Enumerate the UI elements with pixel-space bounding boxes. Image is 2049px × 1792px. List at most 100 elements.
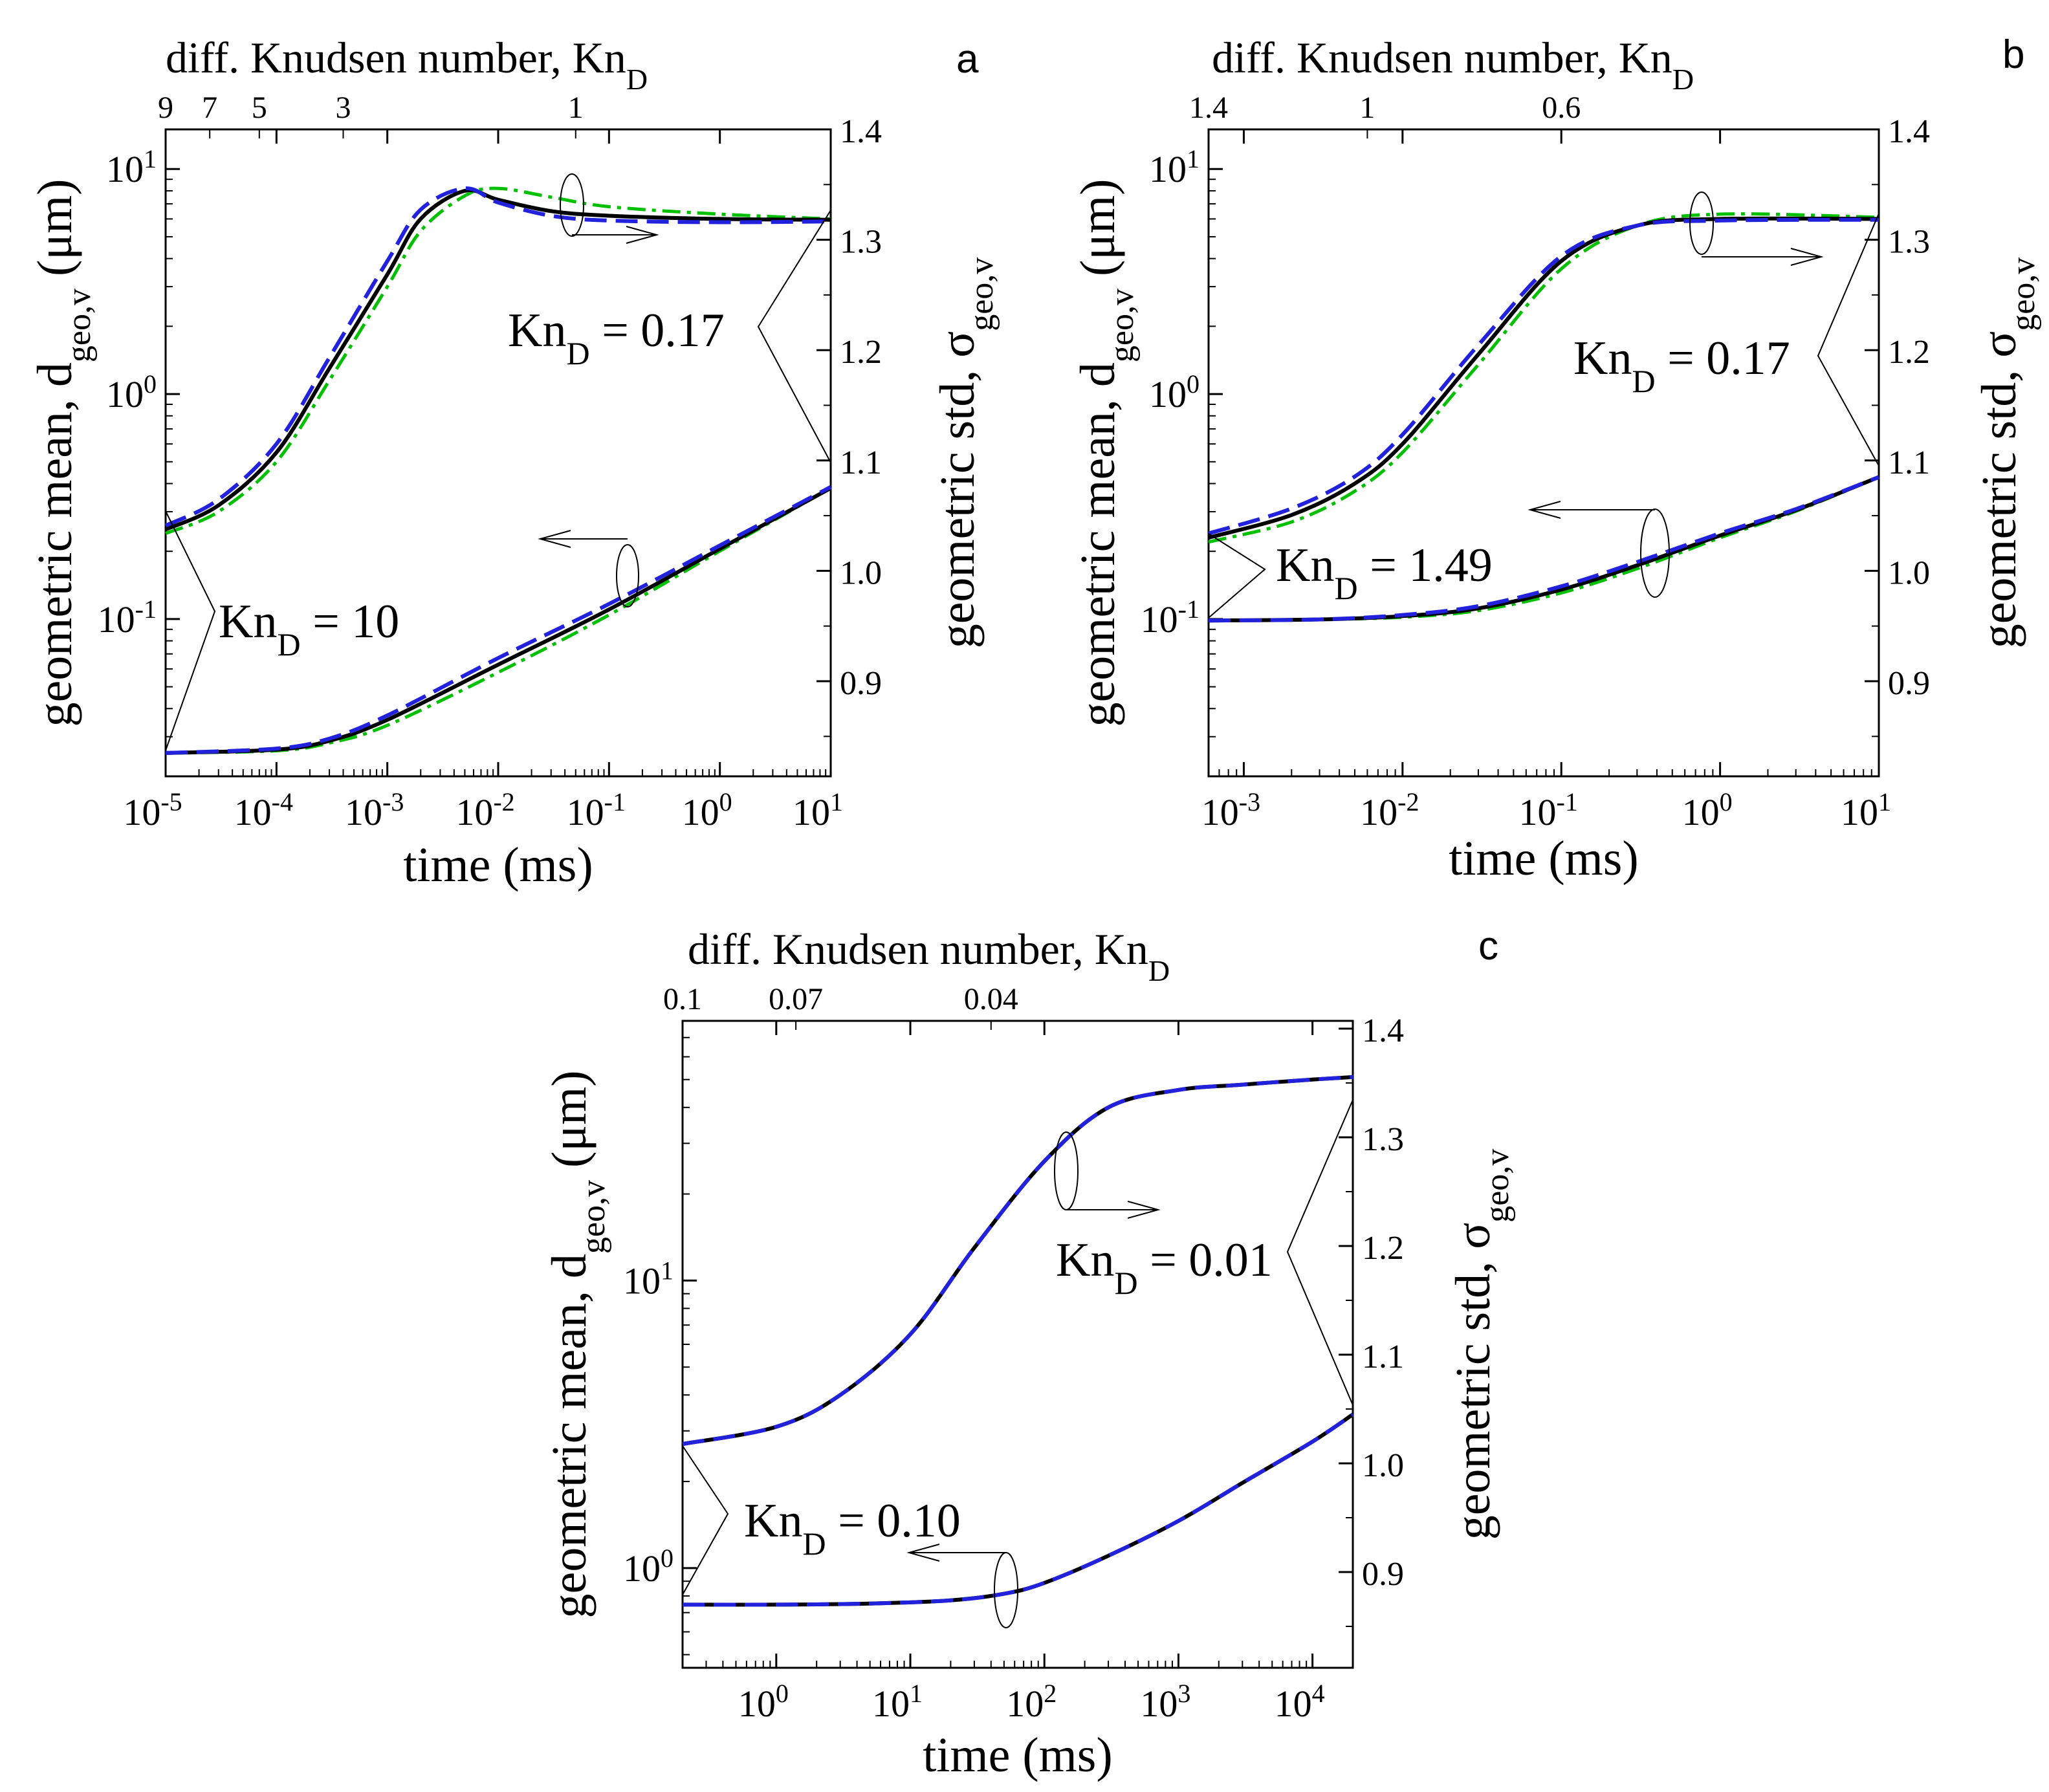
panel-a-pointer-upper — [757, 210, 831, 463]
panel-b-ellipse-lower — [1640, 508, 1670, 598]
panel-b-x-ticks: 10-3 10-2 10-1 100 101 — [1201, 129, 1891, 833]
y-tick-label: 101 — [623, 1256, 674, 1302]
series-line-blue-right — [1208, 475, 1880, 623]
panel-b-top-ticks: 1.4 1 0.6 — [1189, 91, 1581, 138]
x-tick-label: 100 — [1682, 787, 1733, 834]
x-tick-label: 10-3 — [1201, 787, 1260, 834]
y2-tick-label: 1.2 — [840, 334, 882, 371]
top-tick-label: 5 — [252, 91, 267, 125]
x-tick-label: 10-1 — [1519, 787, 1578, 834]
series-line-green-left — [165, 186, 831, 535]
panel-a-y2-axis-title: geometric std, σgeo,v — [930, 257, 1000, 649]
top-tick-label: 3 — [335, 91, 351, 125]
panel-a-arrowhead-left — [538, 530, 571, 548]
panel-b-pointer-upper — [1817, 213, 1879, 466]
x-tick-label: 10-5 — [123, 787, 182, 834]
panel-b-y2-axis-title: geometric std, σgeo,v — [1972, 257, 2042, 649]
panel-c-series — [682, 1075, 1354, 1607]
panel-a-series — [164, 186, 832, 755]
panel-a-letter: a — [956, 37, 979, 82]
y2-tick-label: 1.1 — [1888, 444, 1930, 481]
y2-tick-label: 1.1 — [840, 444, 882, 481]
x-tick-label: 100 — [738, 1679, 789, 1725]
y-tick-label: 10-1 — [98, 594, 157, 640]
panel-b-arrowhead-left — [1528, 501, 1561, 519]
series-line-blue-left — [1208, 217, 1879, 536]
y2-tick-label: 1.2 — [1362, 1230, 1404, 1267]
y-tick-label: 100 — [106, 369, 157, 416]
panel-a-y2-ticks: 0.9 1.0 1.1 1.2 1.3 1.4 — [816, 113, 882, 738]
x-tick-label: 10-2 — [1360, 787, 1419, 834]
series-line-green-left — [1208, 212, 1879, 544]
y2-tick-label: 1.0 — [1362, 1447, 1404, 1484]
x-tick-label: 100 — [682, 787, 732, 834]
series-line-blue-right — [165, 485, 832, 755]
panel-a: 10-5 10-4 10-3 10-2 10-1 100 101 10-1 100 101 0.… — [28, 33, 1000, 892]
top-tick-label: 1.4 — [1189, 91, 1228, 125]
panel-c-y2-ticks: 0.9 1.0 1.1 1.2 1.3 1.4 — [1339, 1012, 1404, 1627]
top-tick-label: 1 — [568, 91, 584, 125]
panel-b-annotation-lower: KnD = 1.49 — [1276, 539, 1493, 606]
x-tick-label: 10-4 — [234, 787, 293, 834]
panel-c-arrowhead-right — [1127, 1201, 1161, 1219]
top-tick-label: 0.6 — [1542, 91, 1581, 125]
y-tick-label: 100 — [623, 1543, 674, 1590]
y-tick-label: 101 — [106, 144, 157, 191]
panel-c-y-ticks: 100 101 — [623, 1036, 697, 1655]
y2-tick-label: 0.9 — [1888, 665, 1930, 702]
top-tick-label: 9 — [158, 91, 173, 125]
panel-c-x-axis-title: time (ms) — [923, 1728, 1112, 1782]
panel-a-ellipse-upper — [560, 173, 584, 237]
panel-b-x-axis-title: time (ms) — [1449, 831, 1638, 886]
panel-b-letter: b — [2002, 32, 2024, 77]
panel-c-y-axis-title: geometric mean, dgeo,v (μm) — [542, 1070, 612, 1618]
y2-tick-label: 1.4 — [840, 113, 882, 150]
panel-b-plot-frame — [1207, 128, 1880, 778]
y2-tick-label: 1.4 — [1888, 113, 1930, 150]
x-tick-label: 10-1 — [567, 787, 626, 834]
x-tick-label: 101 — [1841, 787, 1891, 834]
panel-c-pointer-lower — [682, 1445, 729, 1595]
panel-c-annotation-lower: KnD = 0.10 — [744, 1494, 961, 1562]
x-tick-label: 10-2 — [455, 787, 514, 834]
panel-b-y-ticks: 10-1 100 101 — [1141, 144, 1223, 738]
panel-c-top-axis-title: diff. Knudsen number, KnD — [688, 924, 1170, 987]
panel-a-pointer-lower — [165, 510, 216, 751]
panel-b-annotation-upper: KnD = 0.17 — [1573, 332, 1790, 399]
panel-b-y-axis-title: geometric mean, dgeo,v (μm) — [1071, 179, 1141, 727]
panel-a-x-ticks: 10-5 10-4 10-3 10-2 10-1 100 101 — [123, 129, 843, 833]
y-tick-label: 101 — [1149, 144, 1200, 191]
y2-tick-label: 1.2 — [1888, 334, 1930, 371]
y2-tick-label: 1.3 — [1362, 1121, 1404, 1158]
panel-b-y2-ticks: 0.9 1.0 1.1 1.2 1.3 1.4 — [1865, 113, 1930, 738]
panel-b-series — [1208, 212, 1880, 623]
panel-a-x-axis-title: time (ms) — [403, 838, 593, 892]
panel-c-letter: c — [1478, 924, 1498, 968]
panel-c-x-ticks: 100 101 102 103 104 — [705, 1021, 1353, 1725]
panel-c-annotation-upper: KnD = 0.01 — [1056, 1234, 1273, 1301]
panel-c-y2-axis-title: geometric std, σgeo,v — [1446, 1149, 1516, 1540]
panel-a-top-axis-title: diff. Knudsen number, KnD — [166, 33, 648, 96]
panel-c-ellipse-upper — [1054, 1131, 1079, 1210]
panel-a-arrowhead-right — [626, 226, 659, 244]
panel-a-y-axis-title: geometric mean, dgeo,v (μm) — [28, 179, 98, 727]
panel-b-top-axis-title: diff. Knudsen number, KnD — [1212, 33, 1694, 96]
x-tick-label: 101 — [872, 1679, 923, 1725]
x-tick-label: 102 — [1006, 1679, 1057, 1725]
panel-a-plot-frame — [164, 128, 832, 778]
y-tick-label: 10-1 — [1141, 594, 1200, 640]
panel-a-ellipse-lower — [616, 544, 639, 607]
panel-c-top-ticks: 0.1 0.07 0.04 — [663, 982, 1018, 1030]
panel-b-ellipse-upper — [1689, 191, 1714, 255]
x-tick-label: 104 — [1275, 1679, 1325, 1725]
series-line-blue-right — [682, 1412, 1354, 1607]
x-tick-label: 10-3 — [345, 787, 404, 834]
y2-tick-label: 0.9 — [840, 665, 882, 702]
x-tick-label: 101 — [793, 787, 843, 834]
y2-tick-label: 1.3 — [1888, 224, 1930, 261]
series-line-blue-left — [164, 186, 831, 528]
panel-c-arrowhead-left — [906, 1544, 940, 1562]
series-line-blue-left — [682, 1075, 1353, 1447]
y2-tick-label: 0.9 — [1362, 1556, 1404, 1593]
panel-b-pointer-lower — [1208, 533, 1266, 618]
